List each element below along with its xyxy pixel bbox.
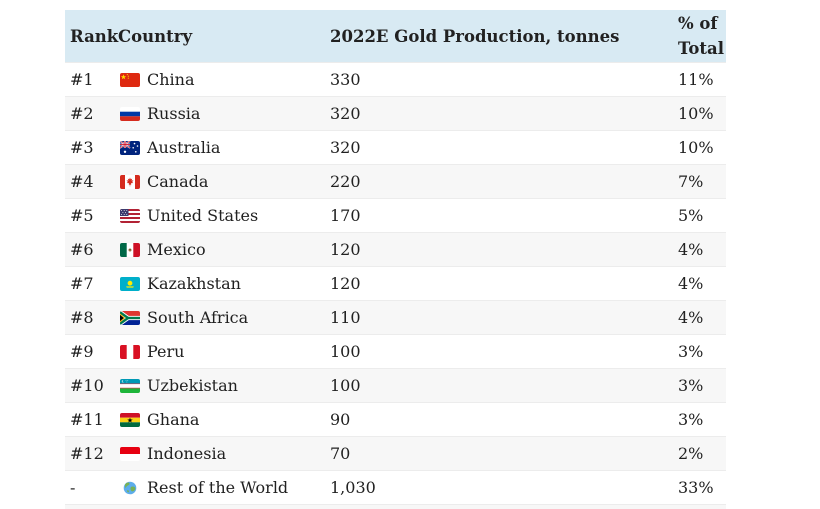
country-cell: Russia [118,104,330,123]
production-cell: 320 [330,138,678,157]
rank-cell: #3 [65,138,118,157]
production-cell: 120 [330,274,678,293]
table-row: #4 Canada 220 7% [65,164,726,198]
flag-peru-icon [120,345,140,359]
country-name: Russia [147,104,200,123]
country-cell: Australia [118,138,330,157]
production-cell: 110 [330,308,678,327]
percent-cell: 11% [678,70,726,89]
country-cell: Canada [118,172,330,191]
rank-cell: #9 [65,342,118,361]
table-row: #5 United States 170 5% [65,198,726,232]
country-name: Australia [147,138,220,157]
rank-cell: #8 [65,308,118,327]
flag-globe-icon [120,481,140,495]
column-header-rank: Rank [65,24,118,49]
rank-cell: #4 [65,172,118,191]
percent-cell: 4% [678,240,726,259]
flag-australia-icon [120,141,140,155]
flag-kazakhstan-icon [120,277,140,291]
production-cell: 70 [330,444,678,463]
production-cell: 320 [330,104,678,123]
table-row: #11 Ghana 90 3% [65,402,726,436]
table-header-row: Rank Country 2022E Gold Production, tonn… [65,10,726,62]
country-cell: United States [118,206,330,225]
country-name: Ghana [147,410,199,429]
table-row: #9 Peru 100 3% [65,334,726,368]
country-cell: Ghana [118,410,330,429]
country-name: Canada [147,172,208,191]
production-cell: 90 [330,410,678,429]
production-cell: 100 [330,376,678,395]
percent-cell: 3% [678,376,726,395]
partial-next-row [65,504,726,509]
column-header-production: 2022E Gold Production, tonnes [330,24,678,49]
country-cell: Uzbekistan [118,376,330,395]
table-row: #1 China 330 11% [65,62,726,96]
production-cell: 170 [330,206,678,225]
percent-cell: 4% [678,308,726,327]
rank-cell: #1 [65,70,118,89]
country-name: Kazakhstan [147,274,241,293]
production-cell: 220 [330,172,678,191]
rank-cell: #11 [65,410,118,429]
percent-cell: 3% [678,410,726,429]
rank-cell: #6 [65,240,118,259]
column-header-percent: % of Total [678,11,726,61]
table-row: #6 Mexico 120 4% [65,232,726,266]
percent-cell: 4% [678,274,726,293]
country-name: South Africa [147,308,248,327]
country-cell: Rest of the World [118,478,330,497]
country-name: Rest of the World [147,478,288,497]
flag-russia-icon [120,107,140,121]
flag-china-icon [120,73,140,87]
rank-cell: #12 [65,444,118,463]
production-cell: 1,030 [330,478,678,497]
flag-ghana-icon [120,413,140,427]
country-cell: Kazakhstan [118,274,330,293]
table-row: #10 Uzbekistan 100 3% [65,368,726,402]
country-name: Indonesia [147,444,226,463]
flag-south-africa-icon [120,311,140,325]
country-name: Peru [147,342,184,361]
country-name: Uzbekistan [147,376,238,395]
production-cell: 100 [330,342,678,361]
table-row: #2 Russia 320 10% [65,96,726,130]
rank-cell: #5 [65,206,118,225]
table-row: #7 Kazakhstan 120 4% [65,266,726,300]
flag-usa-icon [120,209,140,223]
percent-cell: 5% [678,206,726,225]
column-header-country: Country [118,24,330,49]
table-row: #8 South Africa 110 4% [65,300,726,334]
rank-cell: #7 [65,274,118,293]
country-cell: Indonesia [118,444,330,463]
country-cell: Mexico [118,240,330,259]
country-cell: South Africa [118,308,330,327]
table-row: #3 Australia 320 10% [65,130,726,164]
production-cell: 120 [330,240,678,259]
table-body: #1 China 330 11% #2 Russia 320 10% #3 Au… [65,62,726,504]
table-row: #12 Indonesia 70 2% [65,436,726,470]
country-name: China [147,70,195,89]
country-cell: China [118,70,330,89]
percent-cell: 33% [678,478,726,497]
rank-cell: - [65,478,118,497]
table-row: - Rest of the World 1,030 33% [65,470,726,504]
percent-cell: 10% [678,138,726,157]
production-cell: 330 [330,70,678,89]
country-name: United States [147,206,258,225]
percent-cell: 2% [678,444,726,463]
percent-cell: 10% [678,104,726,123]
country-cell: Peru [118,342,330,361]
percent-cell: 7% [678,172,726,191]
flag-canada-icon [120,175,140,189]
flag-mexico-icon [120,243,140,257]
flag-uzbekistan-icon [120,379,140,393]
percent-cell: 3% [678,342,726,361]
rank-cell: #10 [65,376,118,395]
flag-indonesia-icon [120,447,140,461]
rank-cell: #2 [65,104,118,123]
country-name: Mexico [147,240,206,259]
gold-production-table: Rank Country 2022E Gold Production, tonn… [65,10,726,509]
